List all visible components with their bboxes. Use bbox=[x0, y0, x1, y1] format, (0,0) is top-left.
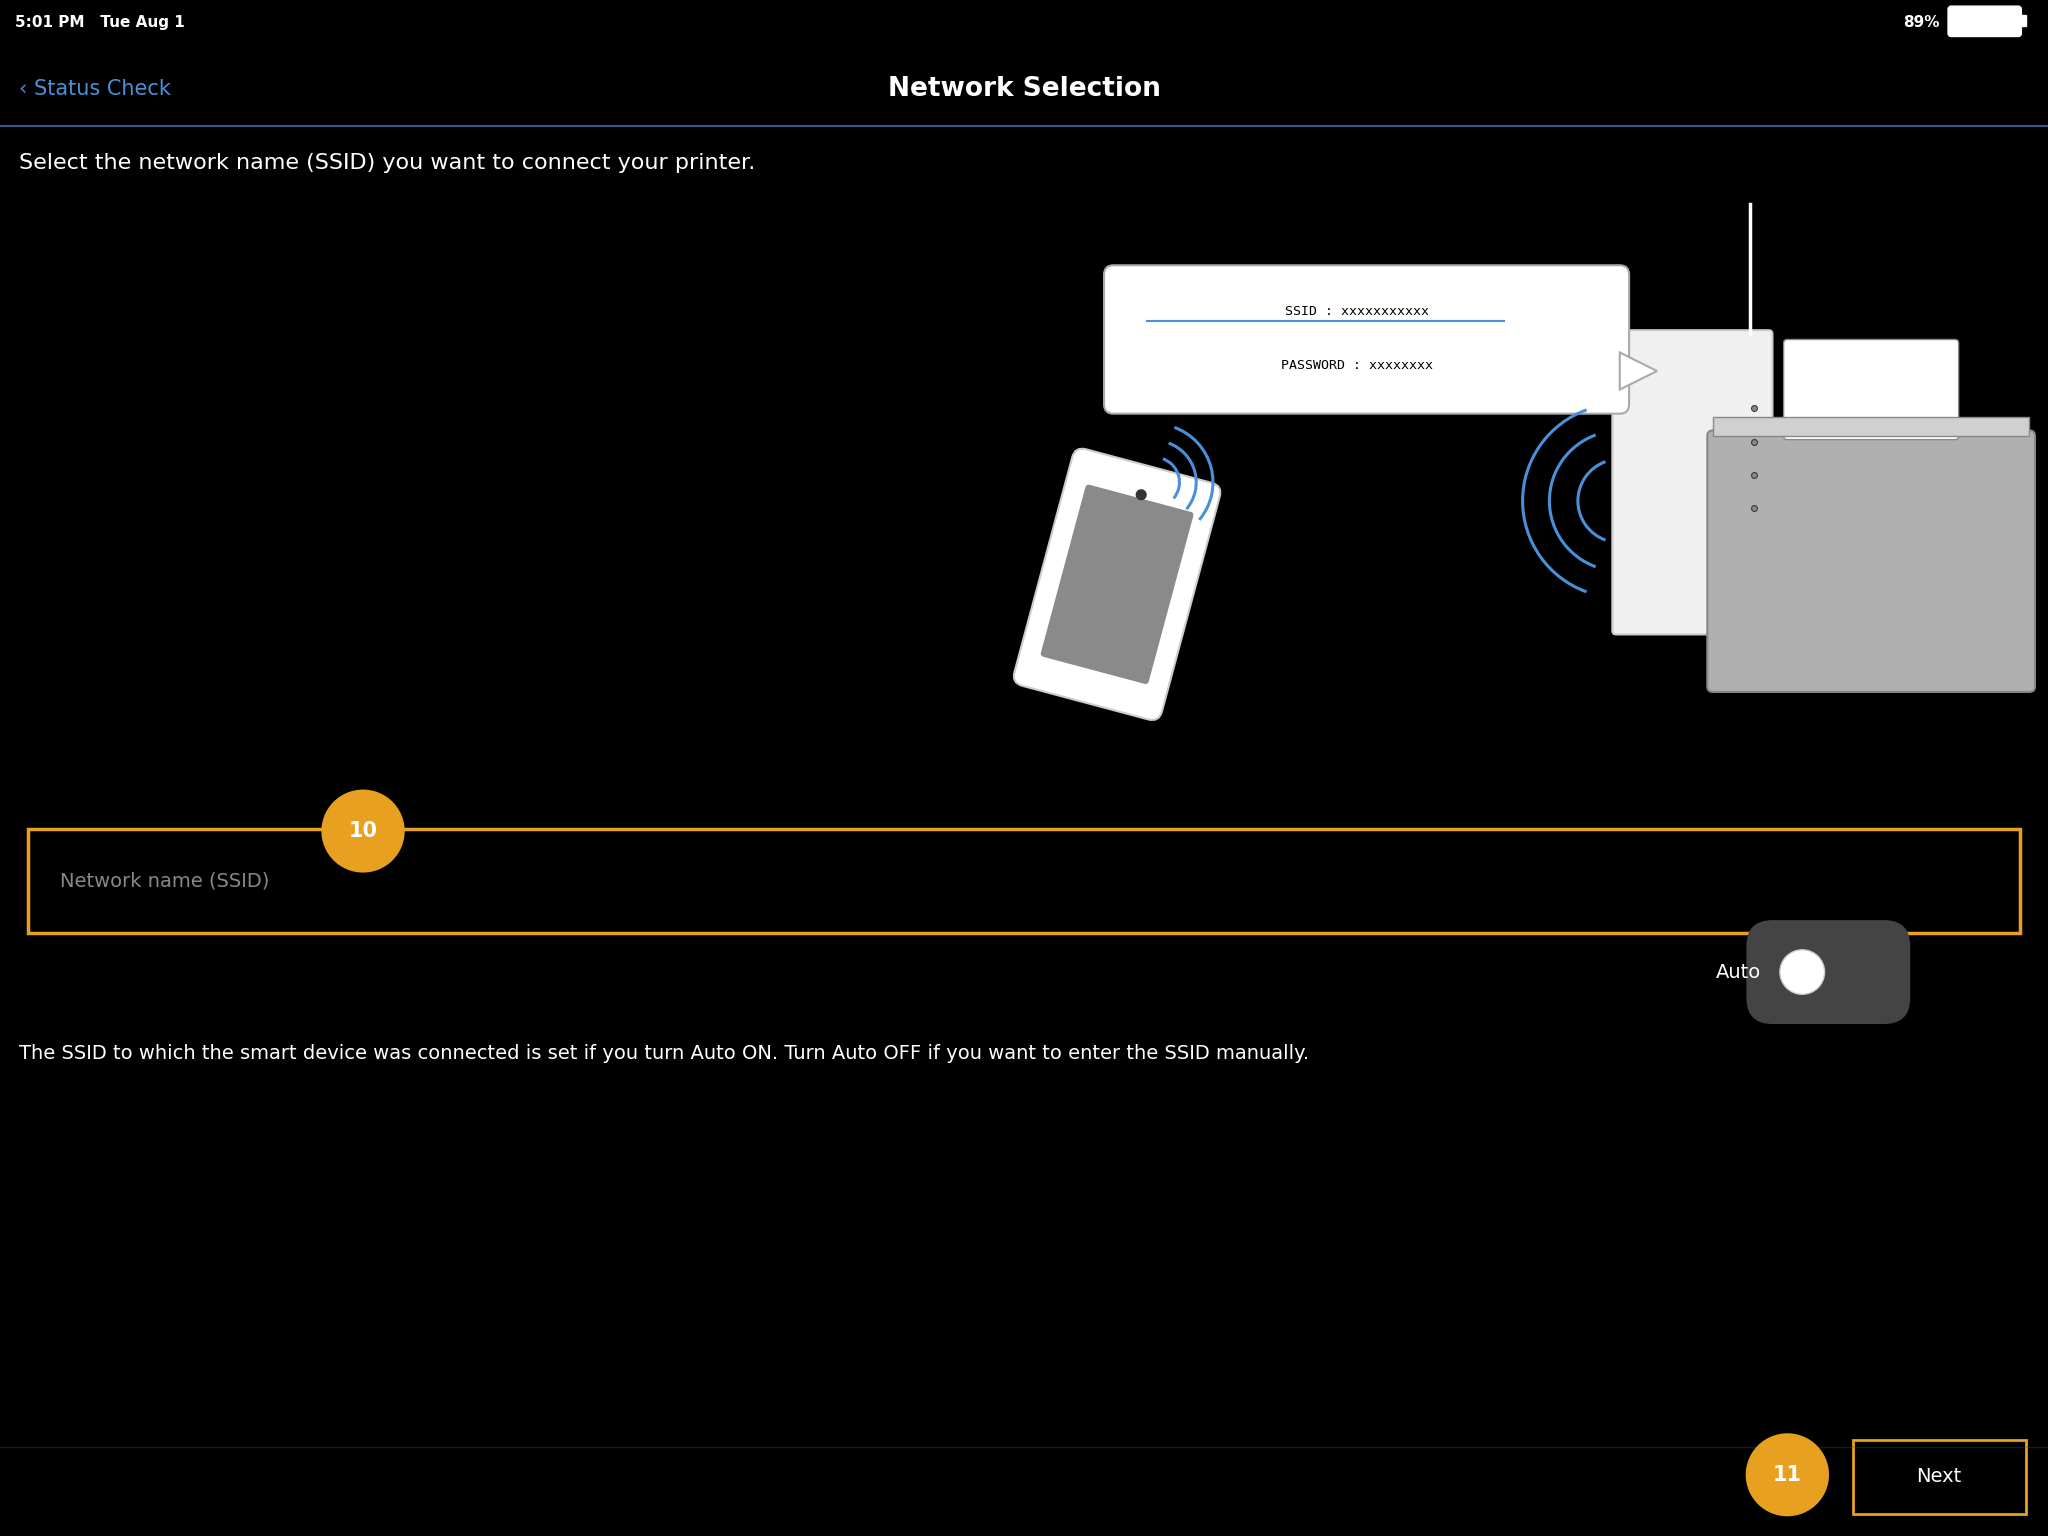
FancyBboxPatch shape bbox=[1708, 430, 2036, 691]
Text: ‹ Status Check: ‹ Status Check bbox=[18, 78, 170, 98]
Text: 5:01 PM   Tue Aug 1: 5:01 PM Tue Aug 1 bbox=[14, 15, 184, 29]
FancyBboxPatch shape bbox=[1948, 6, 2021, 37]
Text: Auto: Auto bbox=[1716, 963, 1761, 982]
Polygon shape bbox=[1712, 418, 2030, 436]
Bar bbox=[2017, 15, 2025, 26]
Text: Network name (SSID): Network name (SSID) bbox=[59, 871, 268, 891]
FancyBboxPatch shape bbox=[1104, 266, 1628, 413]
Text: 89%: 89% bbox=[1903, 15, 1939, 29]
FancyBboxPatch shape bbox=[1747, 920, 1911, 1025]
Text: Next: Next bbox=[1917, 1467, 1962, 1487]
Text: Select the network name (SSID) you want to connect your printer.: Select the network name (SSID) you want … bbox=[18, 154, 756, 174]
FancyBboxPatch shape bbox=[1040, 485, 1194, 684]
FancyBboxPatch shape bbox=[1014, 449, 1221, 720]
FancyBboxPatch shape bbox=[29, 829, 2019, 932]
FancyBboxPatch shape bbox=[1612, 330, 1772, 634]
Text: The SSID to which the smart device was connected is set if you turn Auto ON. Tur: The SSID to which the smart device was c… bbox=[18, 1044, 1309, 1063]
Circle shape bbox=[322, 790, 403, 872]
Circle shape bbox=[1747, 1435, 1829, 1516]
Text: PASSWORD : xxxxxxxx: PASSWORD : xxxxxxxx bbox=[1282, 359, 1434, 372]
Text: 11: 11 bbox=[1774, 1465, 1802, 1485]
Text: Network Selection: Network Selection bbox=[887, 77, 1161, 101]
Circle shape bbox=[1780, 949, 1825, 994]
Polygon shape bbox=[1620, 352, 1657, 390]
FancyBboxPatch shape bbox=[1853, 1439, 2025, 1514]
Text: 10: 10 bbox=[348, 822, 377, 842]
Circle shape bbox=[1135, 488, 1147, 501]
FancyBboxPatch shape bbox=[1784, 339, 1958, 439]
Text: SSID : xxxxxxxxxxx: SSID : xxxxxxxxxxx bbox=[1286, 306, 1430, 318]
